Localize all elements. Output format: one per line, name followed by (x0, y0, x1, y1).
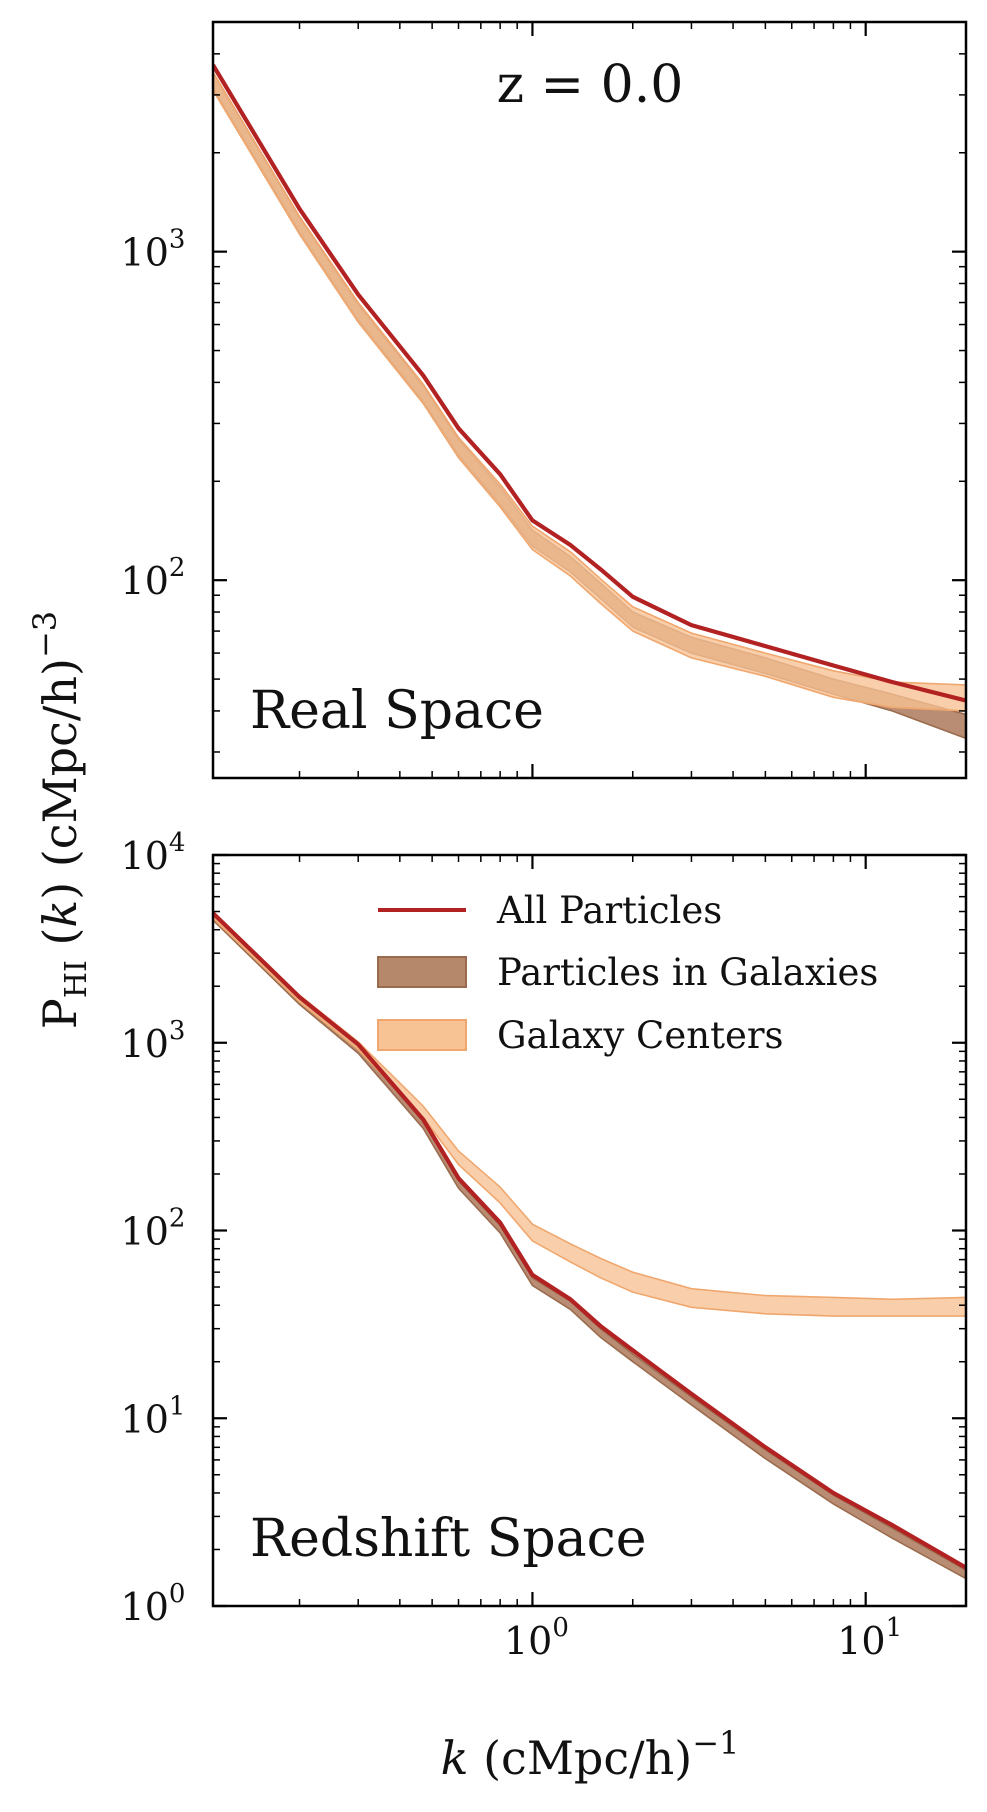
x-axis-title-sup: −1 (692, 1724, 739, 1762)
y-tick-label: 102 (121, 1204, 186, 1254)
panel-label-redshift-space: Redshift Space (250, 1509, 647, 1569)
x-tick-base: 10 (504, 1619, 552, 1663)
y-tick-base: 10 (121, 1210, 169, 1254)
y-tick-base: 10 (121, 1022, 169, 1066)
y-axis-title-main: P (33, 998, 87, 1029)
y-tick-base: 10 (121, 1585, 169, 1629)
y-axis-title-tail: ) (cMpc/h) (33, 658, 87, 900)
y-axis-title-mid: ( (33, 928, 87, 961)
legend: All Particles Particles in Galaxies Gala… (377, 889, 878, 1057)
x-tick-base: 10 (837, 1619, 885, 1663)
y-axis-title-sub: HI (59, 960, 94, 998)
y-axis-title-var: k (33, 900, 87, 928)
series-band-galaxy-centers (213, 910, 966, 1317)
y-tick-base: 10 (121, 834, 169, 878)
plot-frame (211, 20, 968, 780)
panel-label-real-space: Real Space (250, 681, 544, 741)
y-tick-label: 103 (121, 1016, 186, 1066)
y-tick-base: 10 (121, 231, 169, 275)
x-tick-labels: 100 101 (504, 1613, 902, 1663)
y-axis-title: PHI (k) (cMpc/h)−3 (26, 611, 94, 1029)
y-tick-label: 102 (121, 553, 186, 603)
series-band-galaxy-centers (213, 70, 966, 712)
legend-label-galaxy-centers: Galaxy Centers (497, 1014, 784, 1057)
y-tick-base: 10 (121, 559, 169, 603)
y-tick-exponent: 3 (169, 1016, 186, 1046)
y-tick-exponent: 1 (169, 1391, 186, 1421)
legend-label-all-particles: All Particles (496, 889, 722, 932)
y-tick-label: 103 (121, 225, 186, 275)
x-axis-title: k (cMpc/h)−1 (441, 1724, 740, 1785)
y-tick-exponent: 2 (169, 1204, 186, 1234)
series-band-particles-in-galaxies (213, 71, 966, 740)
y-tick-base: 10 (121, 1397, 169, 1441)
y-tick-exponent: 0 (169, 1579, 186, 1609)
x-axis-title-var: k (441, 1731, 469, 1785)
y-tick-label: 100 (121, 1579, 186, 1629)
plot-area-redshift-space (213, 910, 966, 1580)
legend-swatch-galaxy-centers (377, 1019, 467, 1051)
legend-label-particles-in-galaxies: Particles in Galaxies (497, 951, 878, 994)
y-tick-label: 104 (121, 828, 186, 878)
x-tick-exponent: 0 (552, 1613, 569, 1643)
x-axis-title-tail: (cMpc/h) (468, 1731, 692, 1785)
y-tick-exponent: 4 (169, 828, 186, 858)
series-line-all-particles (213, 63, 966, 703)
y-tick-exponent: 3 (169, 225, 186, 255)
y-tick-label: 101 (121, 1391, 186, 1441)
x-tick-label: 100 (504, 1613, 569, 1663)
x-tick-exponent: 1 (886, 1613, 903, 1643)
series-line-all-particles (213, 911, 966, 1570)
y-axis-title-sup: −3 (26, 611, 64, 658)
plot-area-real-space (213, 63, 966, 740)
x-tick-label: 101 (837, 1613, 902, 1663)
legend-swatch-particles-in-galaxies (377, 956, 467, 988)
y-tick-exponent: 2 (169, 553, 186, 583)
chart-title: z = 0.0 (497, 55, 684, 115)
